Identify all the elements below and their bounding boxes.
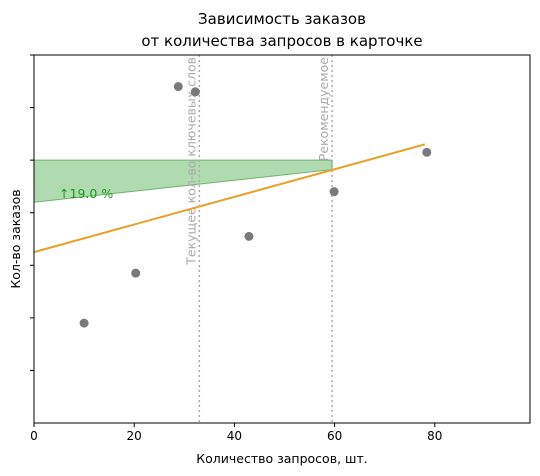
chart-title-line2: от количества запросов в карточке — [141, 32, 422, 50]
vline-label-1: Рекомендуемое — [316, 57, 331, 162]
y-axis-label: Кол-во заказов — [8, 189, 23, 288]
trend-line — [33, 143, 426, 254]
data-point-0 — [79, 318, 89, 328]
data-point-4 — [244, 231, 254, 241]
data-point-6 — [422, 147, 432, 157]
x-tick-label-1: 20 — [127, 429, 142, 443]
chart-title-line1: Зависимость заказов — [198, 10, 366, 28]
x-tick-label-4: 80 — [427, 429, 442, 443]
x-tick-label-0: 0 — [30, 429, 38, 443]
axes: 0 20 40 60 80 — [30, 54, 442, 443]
plot-area: Текущее кол-во ключевых слов Рекомендуемо… — [33, 55, 432, 423]
x-tick-label-3: 60 — [327, 429, 342, 443]
x-tick-label-2: 40 — [227, 429, 242, 443]
data-point-1 — [131, 268, 141, 278]
vline-label-0: Текущее кол-во ключевых слов — [183, 57, 198, 266]
x-axis-label: Количество запросов, шт. — [196, 451, 367, 466]
data-point-2 — [173, 82, 183, 92]
data-point-5 — [329, 187, 339, 197]
plot-frame — [33, 54, 531, 424]
increase-annotation: ↑19.0 % — [59, 186, 113, 201]
data-point-3 — [190, 87, 200, 97]
